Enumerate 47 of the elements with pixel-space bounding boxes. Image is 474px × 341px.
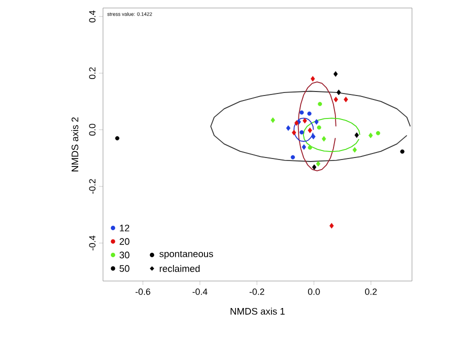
point: [344, 96, 348, 102]
point: [292, 130, 296, 136]
point: [334, 96, 338, 102]
point: [270, 117, 276, 123]
x-tick-label: -0.4: [192, 288, 208, 295]
point: [302, 144, 306, 150]
y-tick-label: 0.4: [89, 10, 96, 22]
x-tick-label: -0.2: [250, 288, 264, 295]
point: [333, 71, 338, 77]
point: [322, 136, 326, 142]
point: [314, 119, 319, 125]
point: [300, 130, 304, 134]
point: [308, 128, 312, 134]
point: [290, 155, 295, 160]
legend-label: 50: [120, 265, 130, 272]
x-tick-label: 0.2: [365, 288, 377, 295]
annotation: spontaneous: [159, 250, 214, 260]
point: [318, 102, 322, 106]
point: [376, 131, 380, 136]
annotation: reclaimed: [160, 265, 200, 272]
point: [115, 136, 120, 140]
point: [354, 132, 359, 138]
point: [311, 134, 316, 140]
y-tick-label: -0.2: [89, 179, 96, 194]
legend-label: 20: [120, 238, 130, 245]
legend-label: 12: [120, 224, 130, 232]
point: [307, 112, 312, 116]
point: [286, 125, 290, 131]
point: [368, 132, 373, 138]
x-axis-title: NMDS axis 1: [230, 308, 285, 315]
y-tick-label: 0.2: [89, 67, 96, 80]
point: [294, 120, 299, 126]
line-series: [210, 90, 411, 162]
point: [300, 110, 304, 115]
y-tick-label: -0.4: [89, 236, 96, 250]
y-axis-title: NMDS axis 2: [71, 117, 78, 172]
point: [312, 164, 316, 170]
point: [336, 90, 341, 96]
point: [316, 125, 322, 130]
x-tick-label: 0.0: [308, 288, 320, 295]
point: [352, 147, 357, 153]
point: [308, 146, 312, 150]
x-tick-label: -0.6: [136, 288, 150, 295]
point: [400, 149, 404, 154]
y-tick-label: 0.0: [89, 124, 96, 136]
legend-label: 30: [120, 252, 130, 258]
point: [329, 222, 334, 229]
